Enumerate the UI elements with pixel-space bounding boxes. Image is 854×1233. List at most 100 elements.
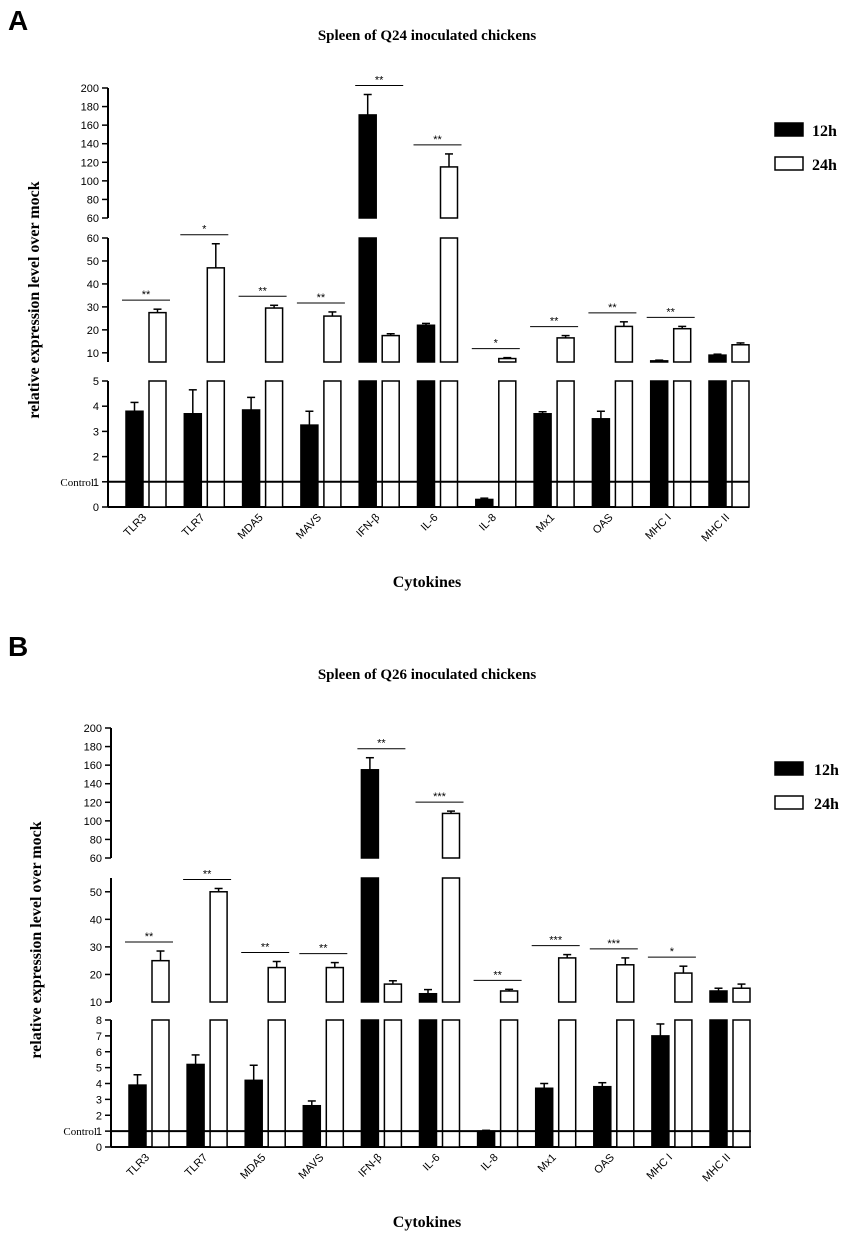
significance-marker: * [494,338,499,350]
bar-24h-Mx1 [556,337,575,363]
bar-12h-MHC I [649,380,669,508]
y-tick-label: 160 [84,760,102,772]
y-tick-label: 120 [81,157,99,169]
bar-24h-MAVS [325,1019,345,1148]
bar-24h-IFN-β [381,380,400,508]
significance-marker: *** [607,938,621,950]
bar-24h-MHC II [731,344,750,363]
legend-label: 24h [812,157,837,174]
x-tick-label: IL-6 [421,1152,443,1174]
y-tick-label: 160 [81,120,99,132]
bar-24h-IFN-β [383,1019,403,1148]
bar-24h-Mx1 [557,1019,577,1148]
bar-12h-MDA5 [241,409,261,508]
bar-12h-OAS [593,1085,612,1148]
y-tick-label: 6 [96,1047,102,1059]
bar-24h-IL-8 [498,380,517,508]
y-tick-label: 0 [93,502,99,514]
significance-marker: * [670,946,675,958]
significance-marker: ** [666,306,675,318]
legend-label: 12h [814,762,839,779]
bar-24h-TLR3 [148,311,167,363]
y-tick-label: 1 [93,477,99,489]
y-tick-label: 2 [93,452,99,464]
significance-marker: ** [550,316,559,328]
significance-marker: ** [319,943,328,955]
bar-24h-IL-6 [439,237,459,363]
bar-12h-IL-6 [418,992,438,1003]
x-tick-label: Mx1 [536,1152,559,1175]
bar-24h-MHC I [674,972,693,1003]
x-tick-label: TLR3 [125,1152,153,1180]
y-tick-label: 4 [96,1079,102,1091]
legend-label: 12h [812,123,837,140]
bar-24h-MAVS [325,966,345,1003]
y-tick-label: 180 [84,742,102,754]
significance-marker: ** [608,302,617,314]
bar-24h-TLR3 [148,380,167,508]
y-tick-label: 7 [96,1031,102,1043]
bar-24h-TLR7 [206,380,226,508]
significance-marker: *** [549,935,563,947]
bar-24h-IL-6 [441,812,461,859]
bar-24h-IFN-β [383,983,403,1003]
x-tick-label: MAVS [296,1152,326,1182]
bar-24h-IL-8 [498,357,517,363]
bar-12h-IFN-β [358,237,377,363]
y-tick-label: 40 [87,279,99,291]
bar-24h-IL-6 [441,1019,461,1148]
significance-marker: ** [377,738,386,750]
bar-12h-MHC II [709,1019,728,1148]
chart-title: Spleen of Q24 inoculated chickens [318,28,537,44]
x-tick-label: TLR7 [180,512,208,540]
legend-swatch-24h [774,156,804,171]
y-tick-label: 3 [96,1094,102,1106]
bar-24h-OAS [616,964,635,1003]
x-tick-label: OAS [591,512,616,537]
legend-swatch-12h [774,122,804,137]
bar-24h-MHC II [732,987,751,1003]
bar-24h-IL-8 [499,1019,519,1148]
y-tick-label: 60 [87,233,99,245]
x-tick-label: MHC I [643,512,674,543]
significance-marker: ** [145,931,154,943]
significance-marker: ** [203,868,212,880]
bar-24h-TLR7 [206,267,226,363]
bar-12h-MHC I [649,360,669,363]
y-tick-label: 20 [90,969,102,981]
x-axis-title: Cytokines [393,1214,461,1231]
bar-24h-OAS [616,1019,635,1148]
y-tick-label: 140 [81,139,99,151]
y-tick-label: 0 [96,1142,102,1154]
y-tick-label: 140 [84,779,102,791]
legend-swatch-12h [774,761,804,776]
bar-24h-MAVS [323,380,342,508]
y-axis-title: relative expression level over mock [26,181,43,418]
bar-12h-MHC II [709,990,728,1003]
bar-24h-MHC I [674,1019,693,1148]
y-tick-label: 4 [93,401,99,413]
y-tick-label: 5 [96,1063,102,1075]
x-tick-label: IFN-β [354,512,382,540]
significance-marker: * [202,224,207,236]
bar-12h-Mx1 [533,413,552,508]
bar-24h-Mx1 [557,957,577,1003]
bar-24h-Mx1 [556,380,575,508]
y-tick-label: 80 [87,194,99,206]
bar-24h-IL-8 [499,990,519,1003]
bar-12h-OAS [591,418,611,508]
bar-24h-OAS [614,325,634,363]
legend-swatch-24h [774,795,804,810]
bar-24h-MHC II [732,1019,751,1148]
x-tick-label: IL-8 [477,512,499,534]
bar-12h-TLR3 [125,410,144,508]
bar-24h-TLR7 [209,1019,228,1148]
x-tick-label: IL-8 [479,1152,501,1174]
chart-panel-b: B Spleen of Q26 inoculated chickens 0 1 2 3 4 5… [8,631,839,1231]
y-tick-label: 10 [87,348,99,360]
x-tick-label: TLR7 [183,1152,211,1180]
bar-12h-IFN-β [360,1019,380,1148]
bar-24h-MAVS [323,315,342,363]
bar-12h-IFN-β [360,769,380,859]
